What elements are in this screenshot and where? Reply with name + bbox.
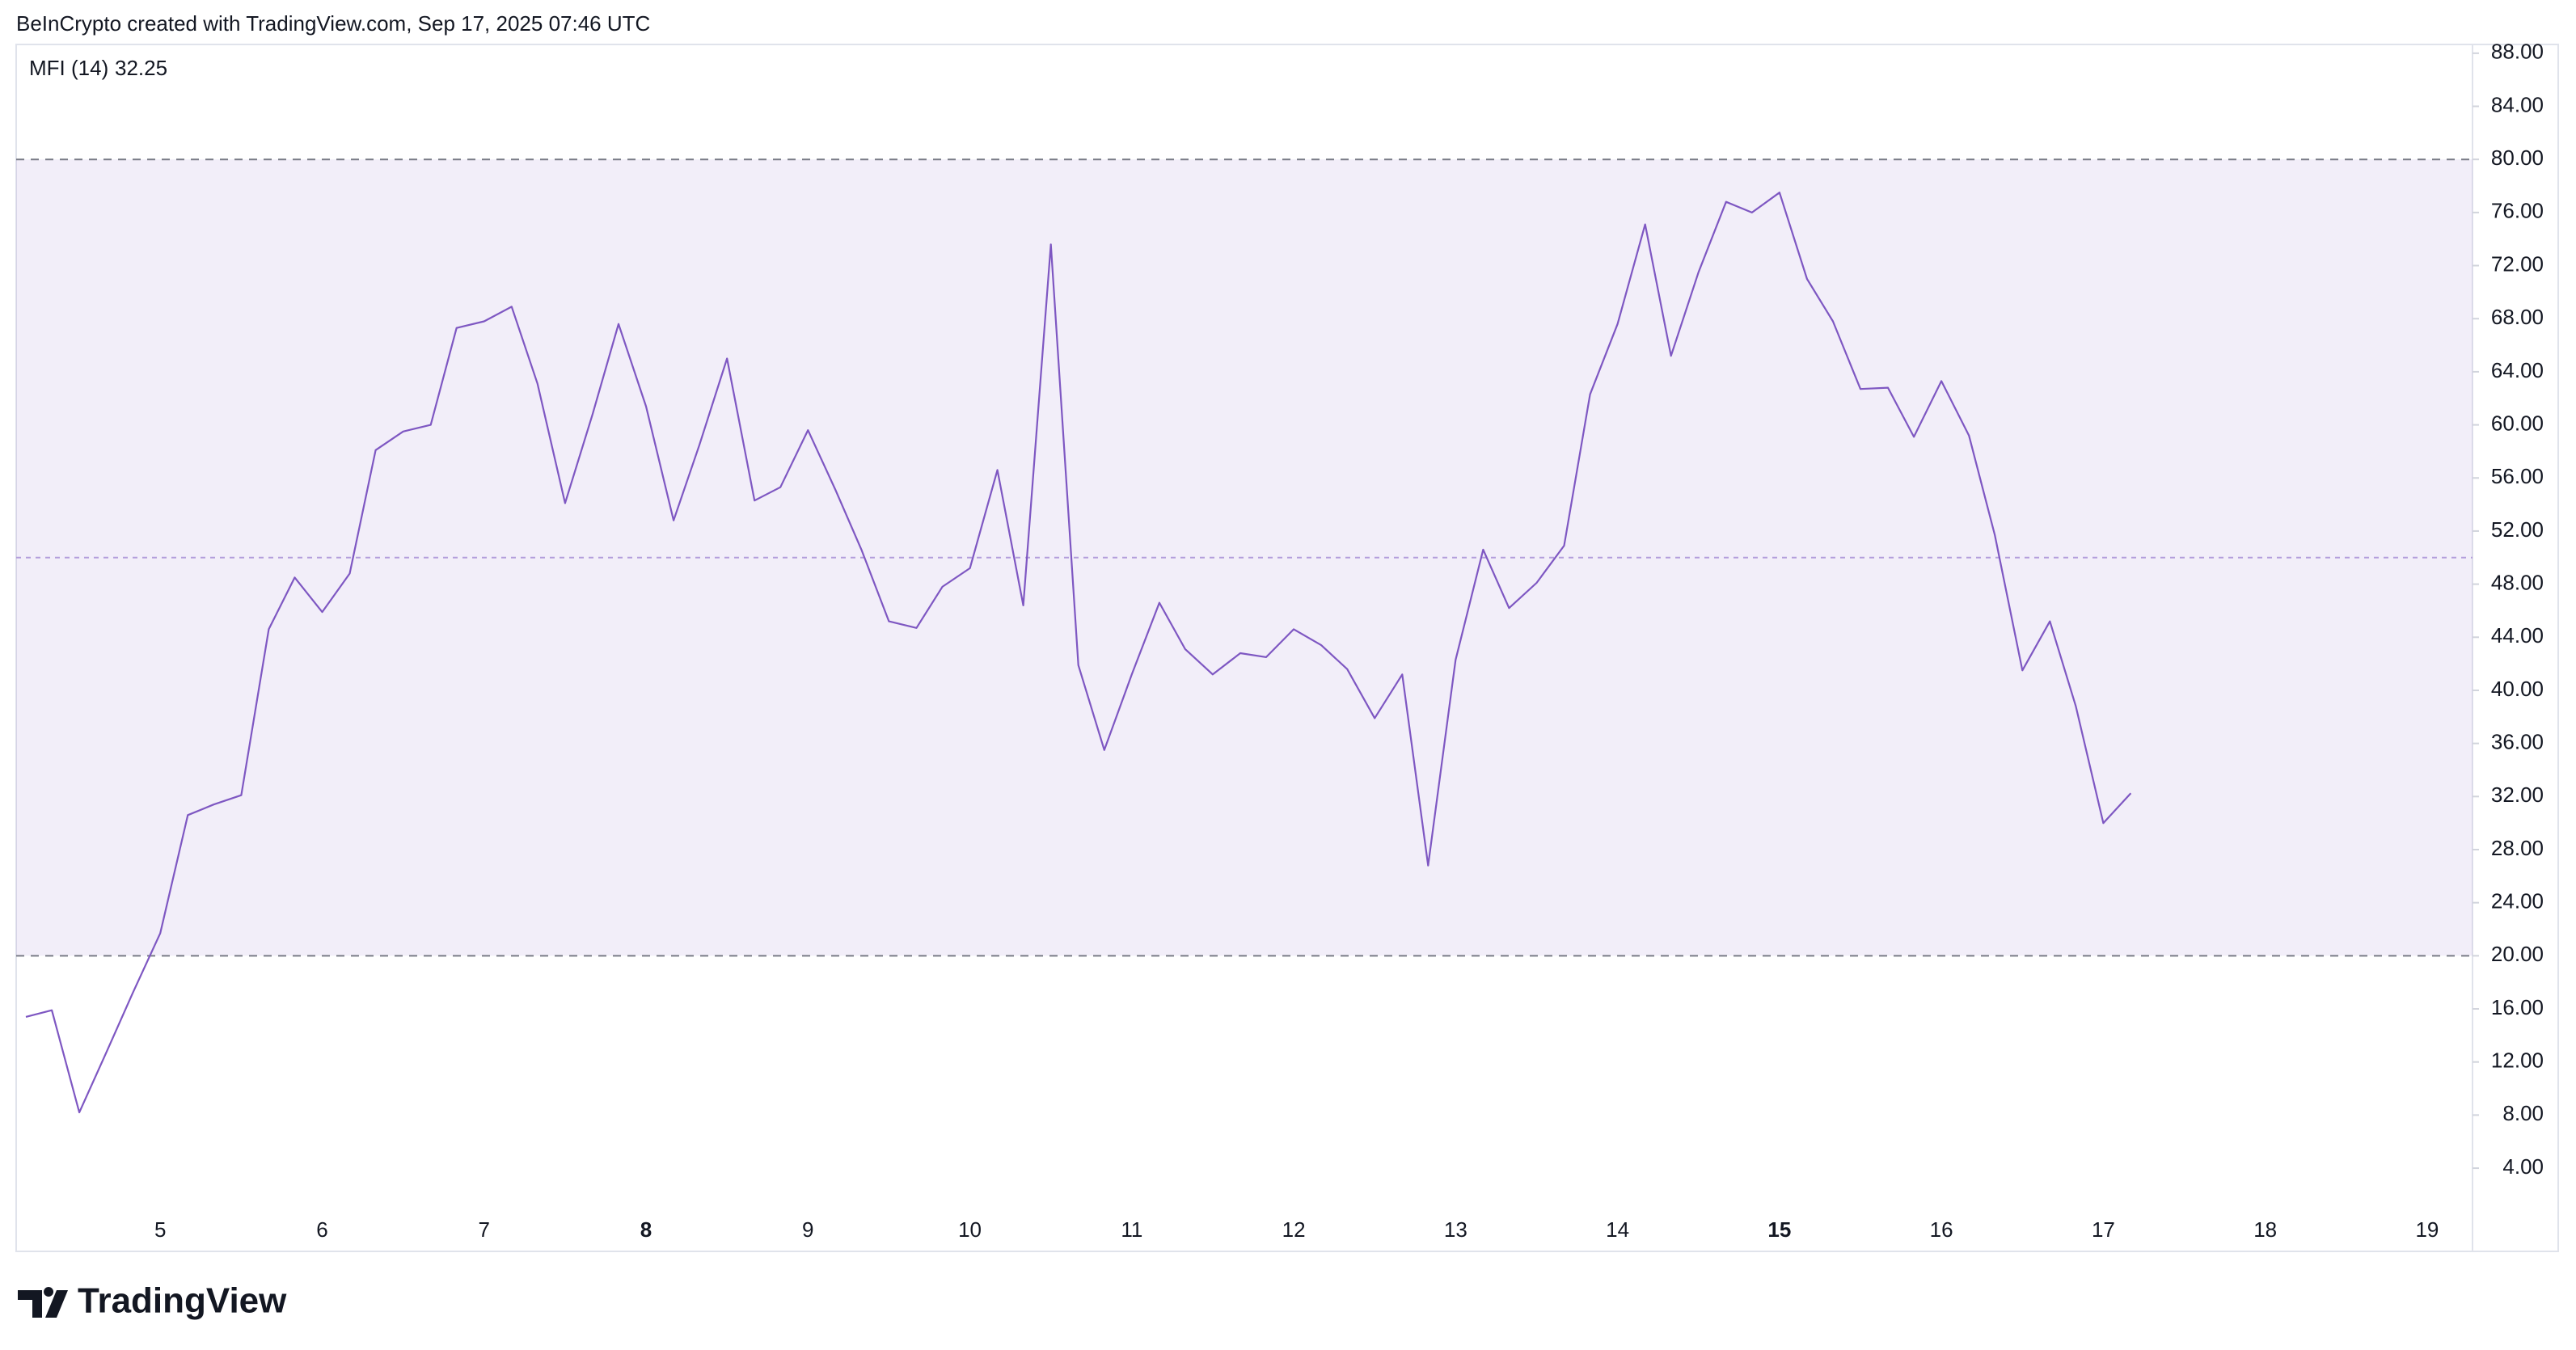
y-tick-label: 72.00 [2491,251,2544,276]
y-tick-label: 76.00 [2491,199,2544,223]
y-tick-label: 4.00 [2502,1154,2544,1179]
y-tick-label: 32.00 [2491,783,2544,807]
x-tick-label: 5 [154,1217,166,1242]
legend-label: MFI (14) [29,56,108,80]
y-tick-label: 20.00 [2491,942,2544,966]
y-tick-label: 84.00 [2491,92,2544,116]
x-tick-label: 15 [1767,1217,1791,1242]
y-tick-label: 28.00 [2491,836,2544,860]
x-tick-label: 8 [640,1217,652,1242]
frame [15,44,2559,1252]
x-tick-label: 17 [2092,1217,2115,1242]
logo-text: TradingView [78,1281,287,1321]
x-tick-label: 13 [1444,1217,1467,1242]
x-tick-label: 16 [1930,1217,1953,1242]
y-tick-label: 80.00 [2491,146,2544,170]
y-tick-label: 56.00 [2491,464,2544,488]
header: BeInCrypto created with TradingView.com,… [16,11,650,36]
x-tick-label: 10 [958,1217,982,1242]
logo-icon [18,1287,68,1318]
logo: TradingView [18,1281,287,1321]
y-tick-label: 48.00 [2491,570,2544,594]
x-tick-label: 9 [802,1217,813,1242]
y-tick-label: 16.00 [2491,995,2544,1019]
y-tick-label: 12.00 [2491,1048,2544,1073]
x-tick-label: 14 [1606,1217,1629,1242]
legend-value: 32.25 [115,56,167,80]
y-tick-label: 24.00 [2491,889,2544,913]
y-tick-label: 52.00 [2491,517,2544,542]
x-tick-label: 12 [1282,1217,1306,1242]
x-tick-label: 7 [479,1217,490,1242]
x-tick-label: 18 [2253,1217,2277,1242]
y-tick-label: 44.00 [2491,623,2544,648]
x-tick-label: 6 [316,1217,327,1242]
x-tick-label: 19 [2415,1217,2439,1242]
y-tick-label: 36.00 [2491,730,2544,754]
x-tick-label: 11 [1121,1217,1142,1242]
y-tick-label: 8.00 [2502,1101,2544,1125]
y-tick-label: 40.00 [2491,677,2544,701]
mfi-line [25,192,2132,1114]
y-tick-label: 68.00 [2491,305,2544,329]
y-tick-label: 88.00 [2491,40,2544,64]
y-tick-label: 60.00 [2491,411,2544,435]
y-tick-label: 64.00 [2491,358,2544,382]
